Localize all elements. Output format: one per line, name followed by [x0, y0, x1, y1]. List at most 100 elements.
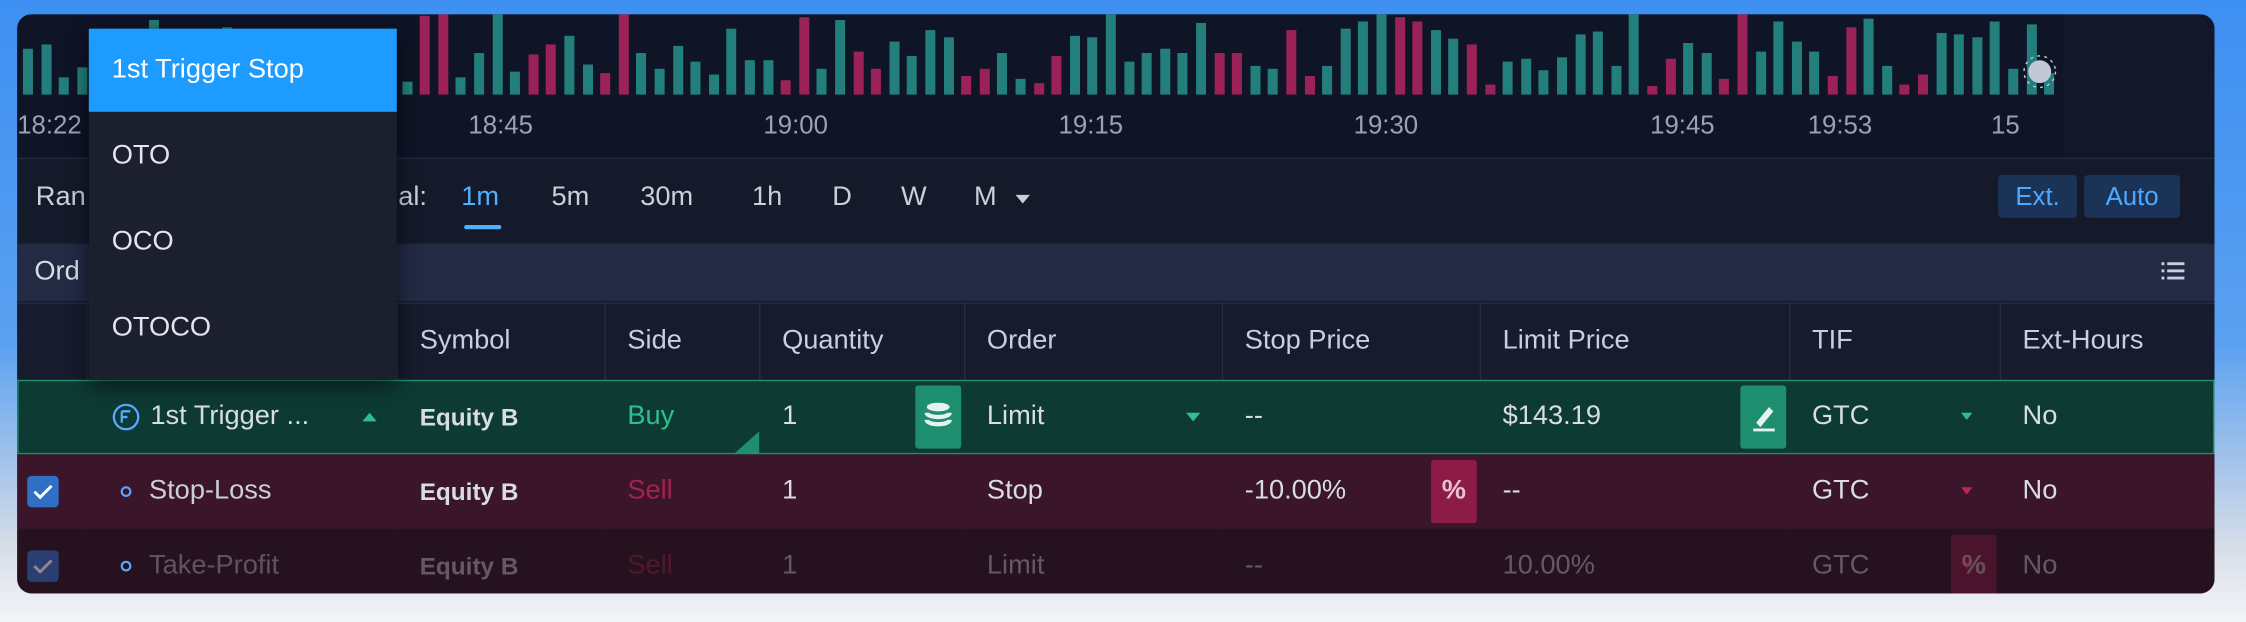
row-name: Take-Profit [148, 550, 280, 581]
toolbar-button[interactable]: Ext. [1998, 174, 2077, 218]
interval-button[interactable]: W [900, 182, 927, 213]
volume-bar [600, 73, 611, 95]
dropdown-item[interactable]: OCO [89, 201, 397, 284]
volume-bar [1250, 66, 1261, 95]
order-icon-part [112, 403, 140, 431]
tif-caret-part [1960, 487, 1973, 495]
volume-bar [492, 14, 503, 95]
volume-bar [2044, 73, 2055, 95]
volume-bar [1358, 22, 1369, 95]
order-caret-part [1186, 412, 1201, 422]
side-corner-part [733, 431, 760, 455]
volume-bar [1755, 51, 1766, 95]
cell-symbol: Equity B [419, 404, 519, 432]
row-checkbox[interactable] [27, 550, 59, 582]
quantity-button[interactable] [915, 385, 962, 449]
volume-bar [636, 52, 647, 95]
dropdown-item[interactable]: OTO [89, 115, 397, 198]
volume-bar [943, 37, 954, 95]
chart-side [2062, 14, 2215, 158]
interval-caret-part [1015, 194, 1030, 204]
dropdown-item[interactable]: OTOCO [89, 287, 397, 370]
volume-bar [456, 76, 467, 95]
volume-bar [1466, 44, 1477, 95]
time-label: 19:53 [1807, 110, 1873, 140]
range-label: Ran [35, 182, 86, 213]
row-name: 1st Trigger ... [150, 401, 310, 432]
interval-caret [1015, 194, 1030, 204]
time-label: 18:22 [17, 110, 82, 140]
volume-bar [1069, 35, 1080, 95]
volume-bar [1304, 76, 1315, 95]
volume-bar [1773, 20, 1784, 95]
volume-bar [1611, 66, 1622, 95]
table-row [17, 454, 2215, 529]
percent-button[interactable]: % [1950, 534, 1997, 594]
volume-bar [564, 35, 575, 95]
volume-bar [77, 67, 88, 95]
cell-tif: GTC [1811, 475, 1870, 506]
volume-bar [1177, 53, 1189, 95]
list-icon-part [2167, 269, 2185, 273]
time-label: 19:00 [763, 110, 828, 140]
cell-side: Sell [627, 550, 673, 581]
interval-label: al: [398, 182, 427, 213]
theme-icon-part [2023, 55, 2057, 89]
interval-button[interactable]: M [974, 182, 997, 213]
interval-button[interactable]: 5m [551, 182, 590, 213]
volume-bar [1033, 82, 1044, 95]
volume-bar [889, 41, 900, 95]
volume-bar [1899, 84, 1910, 95]
edit-button[interactable] [1740, 385, 1787, 449]
order-type-dropdown: 1st Trigger Stop OTO OCO OTOCO [88, 28, 397, 380]
volume-bar [1990, 21, 2001, 95]
volume-bar [1502, 61, 1513, 95]
volume-bar [419, 15, 430, 95]
row-checkbox[interactable] [27, 475, 59, 508]
dropdown-item-label: OTO [111, 140, 171, 171]
volume-bar [1593, 31, 1604, 95]
list-icon-part [2161, 276, 2165, 280]
toolbar-button[interactable]: Auto [2084, 174, 2181, 218]
cell-limit-price: $143.19 [1502, 401, 1601, 432]
volume-bar [726, 28, 737, 95]
interval-button[interactable]: D [832, 182, 852, 213]
volume-bar [1936, 33, 1947, 95]
volume-bar [1232, 53, 1243, 95]
leg-dot [120, 560, 132, 572]
volume-bar [1972, 36, 1983, 95]
theme-icon-part [2028, 60, 2052, 84]
volume-bar [1268, 68, 1279, 95]
dropdown-item-label: 1st Trigger Stop [111, 54, 304, 85]
list-icon-part [2167, 276, 2185, 280]
volume-bar [690, 61, 701, 95]
volume-bar [817, 68, 828, 95]
volume-bar [1538, 69, 1549, 95]
volume-bar [528, 54, 539, 95]
volume-bar [1629, 14, 1640, 95]
section-title: Ord [34, 256, 80, 287]
volume-bar [835, 20, 846, 95]
cell-order: Limit [986, 401, 1045, 432]
list-icon-part [2161, 262, 2165, 266]
volume-bar [1087, 37, 1098, 95]
volume-bar [1141, 53, 1152, 95]
cell-symbol: Equity B [419, 478, 519, 506]
interval-button[interactable]: 1m [461, 182, 500, 213]
volume-bar [1809, 51, 1820, 95]
time-label: 19:45 [1650, 110, 1715, 140]
interval-button[interactable]: 1h [752, 182, 783, 213]
divider [17, 157, 2215, 160]
volume-bar [925, 29, 936, 95]
volume-bar [871, 68, 882, 95]
percent-button[interactable]: % [1430, 460, 1477, 524]
cell-stop-price: -- [1244, 401, 1263, 432]
dropdown-item[interactable]: 1st Trigger Stop [88, 28, 397, 112]
leg-dot [120, 486, 132, 497]
volume-bar [1159, 49, 1170, 95]
volume-bar [58, 77, 70, 95]
list-icon-part [2167, 262, 2185, 266]
interval-button[interactable]: 30m [640, 182, 694, 213]
dropdown-item-label: OCO [111, 226, 174, 257]
volume-bar [1719, 79, 1730, 95]
